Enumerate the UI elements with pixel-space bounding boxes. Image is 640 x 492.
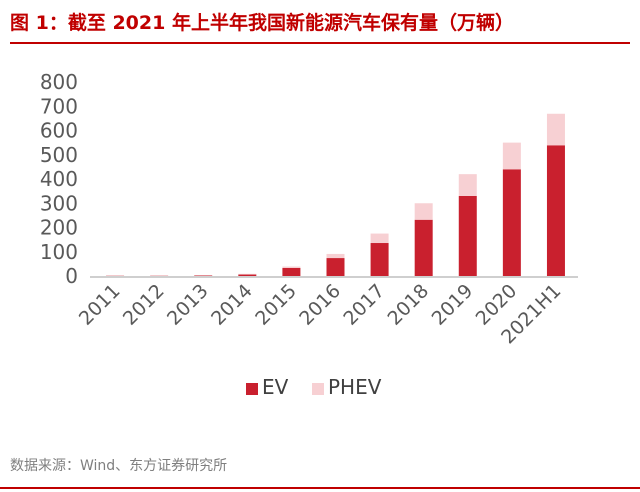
bar-phev-2017 — [370, 233, 389, 244]
x-tick-label: 2018 — [383, 280, 433, 330]
bottom-rule — [0, 487, 640, 489]
legend-swatch-ev — [246, 383, 258, 395]
bar-ev-2014 — [238, 274, 257, 276]
bar-ev-2019 — [458, 195, 477, 276]
bar-ev-2021h1 — [546, 145, 565, 276]
x-tick-label: 2019 — [428, 280, 478, 330]
y-tick-label: 100 — [40, 240, 78, 264]
source-note: 数据来源：Wind、东方证券研究所 — [10, 458, 228, 474]
x-tick-label: 2016 — [295, 280, 345, 330]
x-tick-label: 2013 — [163, 280, 213, 330]
title-rule — [10, 42, 630, 44]
y-tick-label: 200 — [40, 216, 78, 240]
figure-title: 图 1：截至 2021 年上半年我国新能源汽车保有量（万辆） — [10, 12, 514, 34]
y-tick-label: 400 — [40, 167, 78, 191]
x-tick-label: 2012 — [119, 280, 169, 330]
legend-label-ev: EV — [262, 375, 289, 399]
x-tick-label: 2011 — [75, 280, 125, 330]
bar-ev-2016 — [326, 258, 345, 276]
bar-phev-2018 — [414, 203, 433, 220]
bar-phev-2020 — [502, 142, 521, 170]
bar-ev-2018 — [414, 219, 433, 276]
y-tick-label: 700 — [40, 94, 78, 118]
y-tick-label: 500 — [40, 143, 78, 167]
y-tick-label: 300 — [40, 191, 78, 215]
bar-phev-2021h1 — [546, 113, 565, 146]
legend-label-phev: PHEV — [328, 375, 382, 399]
bar-phev-2019 — [458, 174, 477, 196]
bar-ev-2015 — [282, 267, 301, 276]
bar-phev-2016 — [326, 253, 345, 259]
bar-phev-2015 — [282, 266, 301, 268]
legend-swatch-phev — [312, 383, 324, 395]
bar-series — [106, 113, 565, 276]
x-tick-label: 2015 — [251, 280, 301, 330]
bar-ev-2020 — [502, 169, 521, 276]
x-tick-label: 2014 — [207, 280, 257, 330]
x-axis-ticks: 2011201220132014201520162017201820192020… — [75, 280, 566, 348]
y-tick-label: 0 — [65, 264, 78, 288]
bar-ev-2017 — [370, 243, 389, 276]
x-tick-label: 2017 — [339, 280, 389, 330]
y-tick-label: 800 — [40, 70, 78, 94]
bar-phev-2014 — [238, 273, 257, 275]
y-tick-label: 600 — [40, 119, 78, 143]
legend: EV PHEV — [246, 375, 382, 399]
